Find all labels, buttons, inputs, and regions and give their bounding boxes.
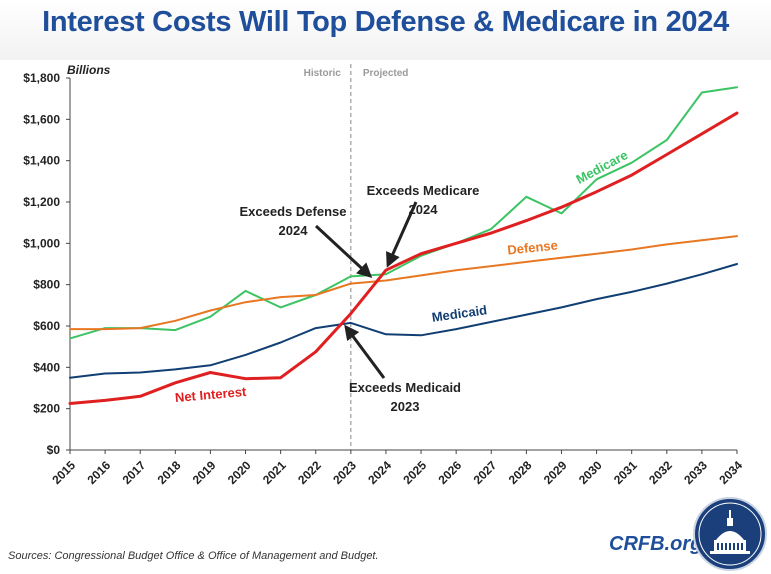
projected-label: Projected — [363, 68, 409, 79]
annotation-arrow — [314, 224, 373, 279]
x-tick-label: 2029 — [541, 458, 570, 487]
y-tick-label: $200 — [33, 402, 60, 416]
x-tick-label: 2025 — [400, 458, 429, 487]
source-note: Sources: Congressional Budget Office & O… — [8, 550, 379, 562]
x-tick-label: 2024 — [365, 458, 394, 487]
x-tick-label: 2027 — [471, 458, 500, 487]
x-tick-label: 2015 — [49, 458, 78, 487]
y-tick-label: $0 — [47, 443, 61, 457]
x-tick-label: 2017 — [120, 458, 149, 487]
x-tick-label: 2016 — [84, 458, 113, 487]
y-tick-label: $600 — [33, 319, 60, 333]
y-tick-label: $1,200 — [23, 195, 60, 209]
annotation-line1: Exceeds Medicare — [367, 183, 480, 198]
x-tick-label: 2021 — [260, 458, 289, 487]
x-tick-label: 2031 — [611, 458, 640, 487]
y-tick-label: $1,000 — [23, 236, 60, 250]
y-tick-label: $1,600 — [23, 112, 60, 126]
capitol-seal-logo — [693, 497, 767, 571]
y-tick-label: $400 — [33, 360, 60, 374]
medicaid-line — [69, 263, 738, 379]
x-tick-label: 2026 — [435, 458, 464, 487]
x-tick-label: 2030 — [576, 458, 605, 487]
medicaid-series-label: Medicaid — [431, 302, 488, 325]
x-tick-label: 2032 — [646, 458, 675, 487]
site-name: CRFB.org — [609, 533, 703, 555]
net-interest-series-label: Net Interest — [174, 384, 247, 405]
net-interest-line — [68, 111, 739, 405]
x-tick-label: 2020 — [225, 458, 254, 487]
x-tick-label: 2019 — [190, 458, 219, 487]
annotation-line2: 2023 — [391, 399, 420, 414]
x-tick-label: 2023 — [330, 458, 359, 487]
y-tick-label: $1,400 — [23, 154, 60, 168]
annotation-line1: Exceeds Defense — [240, 204, 347, 219]
annotation-arrow — [386, 201, 418, 268]
x-tick-label: 2033 — [681, 458, 710, 487]
annotation-arrow — [344, 324, 386, 379]
chart-title: Interest Costs Will Top Defense & Medica… — [42, 6, 729, 38]
y-axis-label: Billions — [67, 63, 111, 77]
defense-line — [69, 235, 738, 331]
annotation-line2: 2024 — [279, 223, 309, 238]
y-tick-label: $800 — [33, 278, 60, 292]
x-tick-label: 2028 — [506, 458, 535, 487]
x-tick-label: 2022 — [295, 458, 324, 487]
annotation-line1: Exceeds Medicaid — [349, 380, 461, 395]
defense-series-label: Defense — [507, 237, 559, 257]
title-bar — [0, 0, 771, 60]
historic-label: Historic — [304, 68, 342, 79]
y-tick-label: $1,800 — [23, 71, 60, 85]
x-tick-label: 2034 — [716, 458, 745, 487]
medicare-line — [69, 86, 738, 340]
x-tick-label: 2018 — [155, 458, 184, 487]
